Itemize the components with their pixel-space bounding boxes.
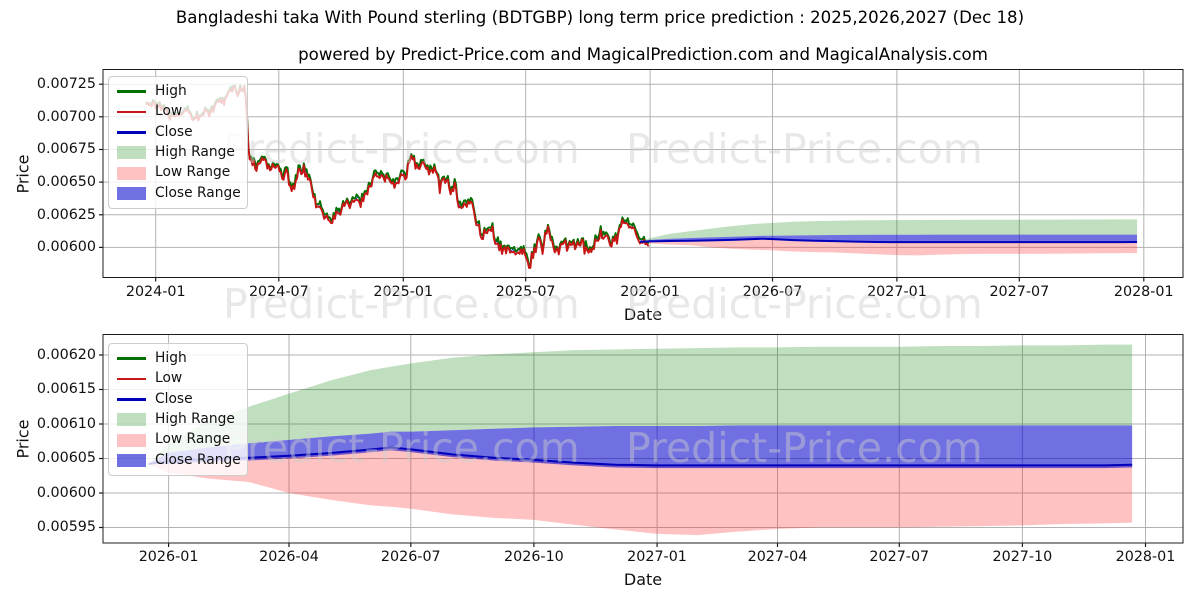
legend-line-swatch <box>117 357 146 360</box>
low-range-band <box>148 447 1133 536</box>
x-tick-label: 2026-01 <box>620 283 680 300</box>
x-tick-label: 2028-01 <box>1113 283 1174 300</box>
x-axis-label: Date <box>623 570 663 589</box>
figure-subtitle: powered by Predict-Price.com and Magical… <box>298 45 988 64</box>
legend-item-label: Low <box>155 370 183 387</box>
figure-title: Bangladeshi taka With Pound sterling (BD… <box>175 8 1025 27</box>
y-axis-label: Price <box>13 153 33 194</box>
high-range-band <box>148 344 1133 464</box>
x-tick-label: 2027-01 <box>867 283 927 300</box>
y-tick-label: 0.00615 <box>36 381 96 398</box>
close-range-band <box>639 234 1138 243</box>
y-tick-label: 0.00600 <box>36 484 96 501</box>
high-range-band <box>639 219 1138 242</box>
x-tick-label: 2024-07 <box>248 283 309 300</box>
legend-item-label: Close Range <box>155 184 241 201</box>
y-tick-label: 0.00600 <box>36 239 96 256</box>
legend-box: High Low Close High Range Low Range Close Ran… <box>108 75 248 209</box>
x-tick-label: 2025-01 <box>373 283 434 300</box>
x-tick-label: 2027-07 <box>869 549 930 565</box>
legend-item: Close <box>117 389 241 409</box>
legend-item-label: Low Range <box>155 164 231 181</box>
y-tick-label: 0.00675 <box>36 141 96 158</box>
legend-item: High Range <box>117 143 241 163</box>
x-axis-label: Date <box>623 304 663 324</box>
legend-line-swatch <box>117 398 146 401</box>
legend-item-label: High <box>155 349 187 366</box>
legend-item-label: Low Range <box>155 431 231 448</box>
y-tick-label: 0.00620 <box>36 346 96 363</box>
legend-item: Close Range <box>117 450 241 470</box>
x-tick-label: 2026-04 <box>259 549 319 565</box>
axes-frame <box>102 334 1184 544</box>
y-tick-label: 0.00605 <box>36 450 96 467</box>
x-tick-label: 2024-01 <box>125 283 186 300</box>
legend-item-label: High Range <box>155 410 235 427</box>
y-tick-label: 0.00700 <box>36 108 96 125</box>
legend-line-swatch <box>117 377 146 381</box>
legend-patch-swatch <box>117 146 146 160</box>
legend-item-label: Low <box>155 103 183 120</box>
x-tick-label: 2026-07 <box>380 549 441 565</box>
legend-line-swatch <box>117 110 146 114</box>
x-tick-label: 2027-07 <box>989 283 1050 300</box>
close-forecast-line <box>148 446 1133 467</box>
x-tick-label: 2026-07 <box>742 283 803 300</box>
y-tick-label: 0.00725 <box>36 76 96 93</box>
legend-item: High Range <box>117 410 241 430</box>
legend-item: High <box>117 82 241 102</box>
legend-patch-swatch <box>117 187 146 201</box>
x-tick-label: 2027-04 <box>747 549 808 565</box>
legend-line-swatch <box>117 90 146 93</box>
x-tick-label: 2026-01 <box>138 549 199 565</box>
legend-patch-swatch <box>117 166 146 180</box>
legend-item-label: Close <box>155 123 193 140</box>
y-axis-label: Price <box>13 419 33 459</box>
legend-box: High Low Close High Range Low Range Close Ran… <box>108 342 248 476</box>
chart-zoom <box>99 334 1184 547</box>
y-tick-label: 0.00650 <box>36 174 96 191</box>
legend-patch-swatch <box>117 454 146 468</box>
x-tick-label: 2027-01 <box>627 549 687 565</box>
x-tick-label: 2027-10 <box>992 549 1053 565</box>
x-tick-label: 2025-07 <box>495 283 556 300</box>
legend-item-label: High Range <box>155 143 235 160</box>
legend-item-label: High <box>155 82 187 99</box>
legend-item: Low Range <box>117 430 241 450</box>
axes-frame <box>102 69 1184 278</box>
legend-item: Low <box>117 369 241 389</box>
y-tick-label: 0.00625 <box>36 206 96 223</box>
legend-line-swatch <box>117 131 146 134</box>
legend-item-label: Close <box>155 390 193 407</box>
x-tick-label: 2028-01 <box>1115 549 1176 565</box>
legend-patch-swatch <box>117 413 146 427</box>
close-forecast-line <box>639 237 1138 244</box>
legend-item: Close Range <box>117 183 241 203</box>
legend-patch-swatch <box>117 433 146 447</box>
x-tick-label: 2026-10 <box>504 549 564 565</box>
y-tick-label: 0.00595 <box>36 519 96 536</box>
y-tick-label: 0.00610 <box>36 415 96 432</box>
legend-item: Low Range <box>117 163 241 183</box>
legend-item: Close <box>117 122 241 142</box>
legend-item: High <box>117 349 241 369</box>
chart-main <box>99 69 1184 282</box>
legend-item-label: Close Range <box>155 451 241 468</box>
legend-item: Low <box>117 102 241 122</box>
close-range-band <box>148 425 1133 469</box>
